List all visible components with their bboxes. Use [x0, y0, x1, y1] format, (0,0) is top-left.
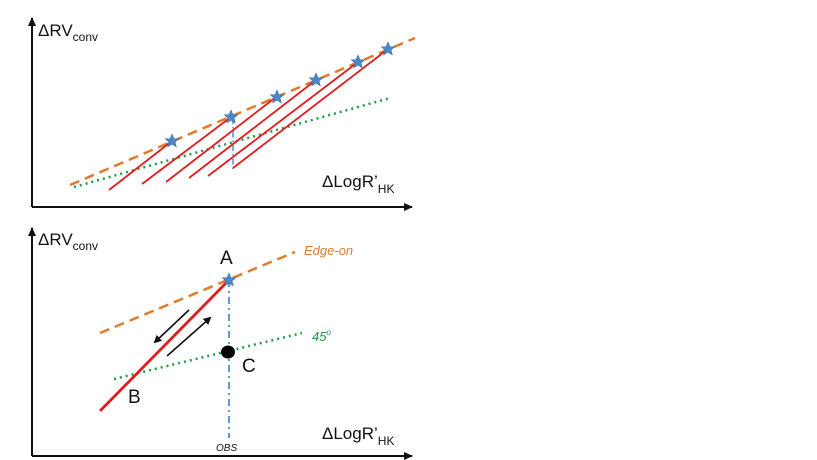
- inclination-label: 45o: [312, 328, 331, 344]
- point-a-label: A: [220, 248, 233, 269]
- top-panel: ΔRVconv ΔLogR’HK: [28, 17, 416, 211]
- point-c-dot: [221, 345, 235, 359]
- top-y-axis-label: ΔRVconv: [38, 21, 98, 44]
- arrow-up-right: [166, 316, 212, 357]
- bottom-panel: ΔRVconv ΔLogR’HK Edge-on 45o A B C OBS: [28, 227, 413, 460]
- top-track-3: [165, 96, 277, 183]
- bottom-red-track: [99, 279, 230, 412]
- top-inclination-line: [73, 96, 391, 189]
- top-track-4: [188, 79, 317, 179]
- arrow-down-left: [153, 309, 190, 344]
- bottom-inclination-line: [113, 331, 303, 381]
- top-x-axis-label: ΔLogR’HK: [322, 172, 394, 196]
- point-b-label: B: [128, 387, 141, 408]
- obs-label: OBS: [216, 443, 237, 454]
- top-track-2: [141, 116, 232, 185]
- point-c-label: C: [242, 356, 256, 377]
- top-track-5: [207, 61, 359, 177]
- top-red-tracks: [108, 48, 389, 191]
- bottom-edge-on-line: [99, 250, 296, 335]
- edge-on-label: Edge-on: [304, 243, 353, 258]
- bottom-x-axis-label: ΔLogR’HK: [322, 424, 394, 448]
- bottom-y-axis-label: ΔRVconv: [38, 230, 98, 253]
- top-track-6: [232, 48, 389, 169]
- top-track-1: [108, 140, 173, 191]
